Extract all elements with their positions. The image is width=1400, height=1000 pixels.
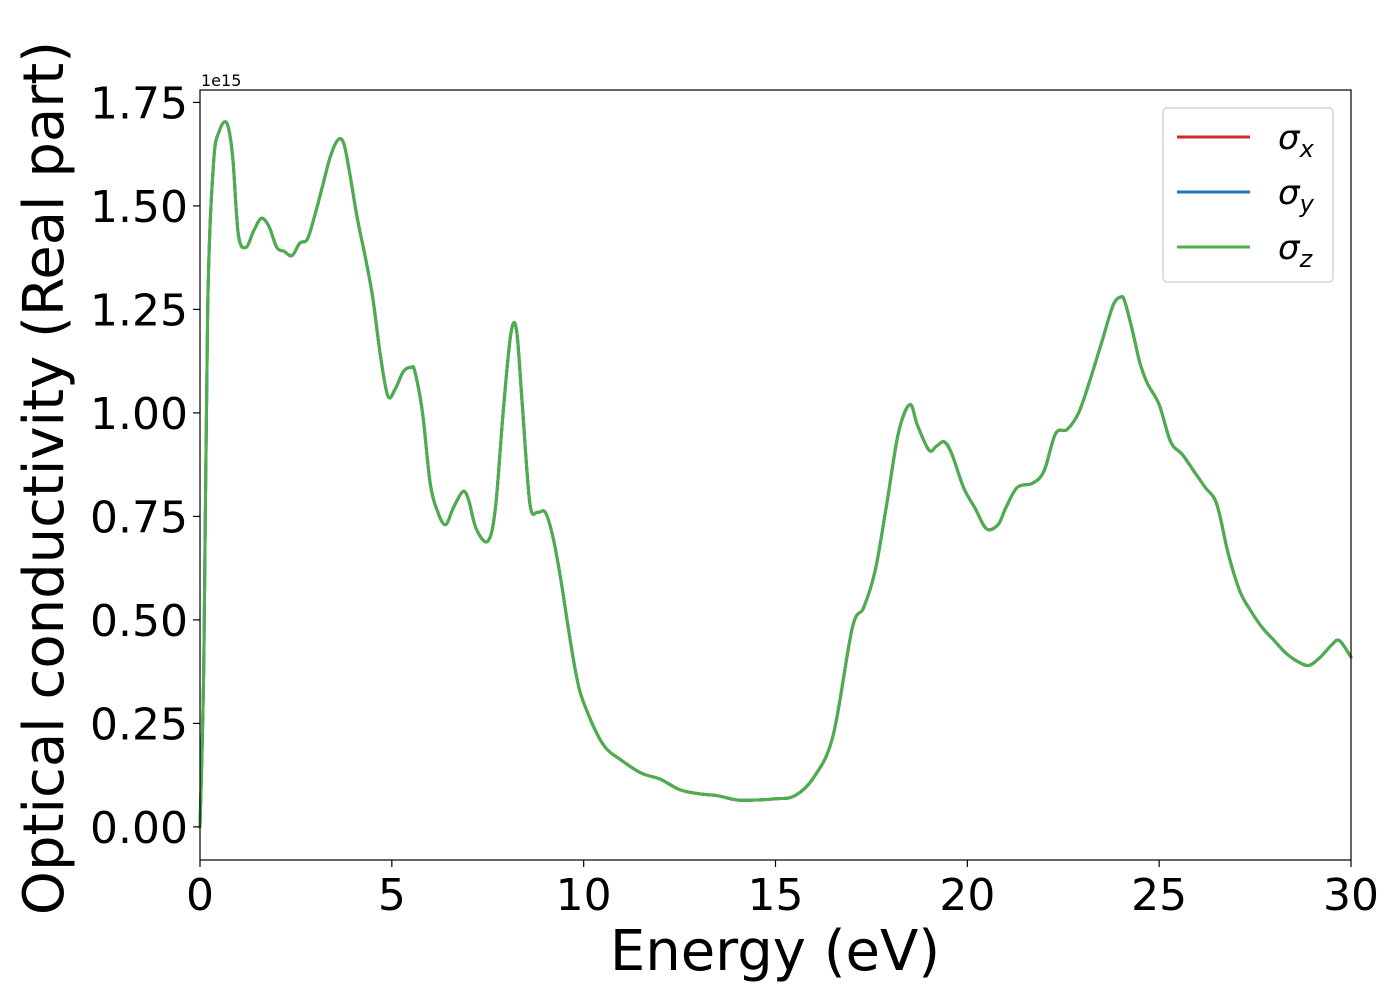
x-tick-label: 20 xyxy=(939,870,995,921)
y-tick-label: 0.25 xyxy=(90,699,188,750)
x-tick-label: 5 xyxy=(378,870,406,921)
y-tick-label: 0.50 xyxy=(90,596,188,647)
legend-box xyxy=(1162,107,1334,283)
y-tick-label: 0.00 xyxy=(90,803,188,854)
y-tick-label: 1.50 xyxy=(90,182,188,233)
x-tick-label: 30 xyxy=(1323,870,1379,921)
series-line-z xyxy=(198,120,1353,829)
x-axis-title: Energy (eV) xyxy=(610,919,940,984)
y-offset-text: 1e15 xyxy=(201,71,241,90)
y-axis-title: Optical conductivity (Real part) xyxy=(12,41,77,915)
y-tick-label: 1.00 xyxy=(90,389,188,440)
x-tick-label: 0 xyxy=(186,870,214,921)
y-tick-label: 1.75 xyxy=(90,78,188,129)
y-tick-label: 1.25 xyxy=(90,285,188,336)
series-layer xyxy=(198,120,1353,829)
y-axis: 0.00 0.25 0.50 0.75 1.00 1.25 1.50 1.75 xyxy=(90,78,200,854)
y-tick-label: 0.75 xyxy=(90,492,188,543)
x-axis: 0 5 10 15 20 25 30 xyxy=(186,860,1379,921)
x-tick-label: 10 xyxy=(556,870,612,921)
x-tick-label: 25 xyxy=(1131,870,1187,921)
x-tick-label: 15 xyxy=(748,870,804,921)
